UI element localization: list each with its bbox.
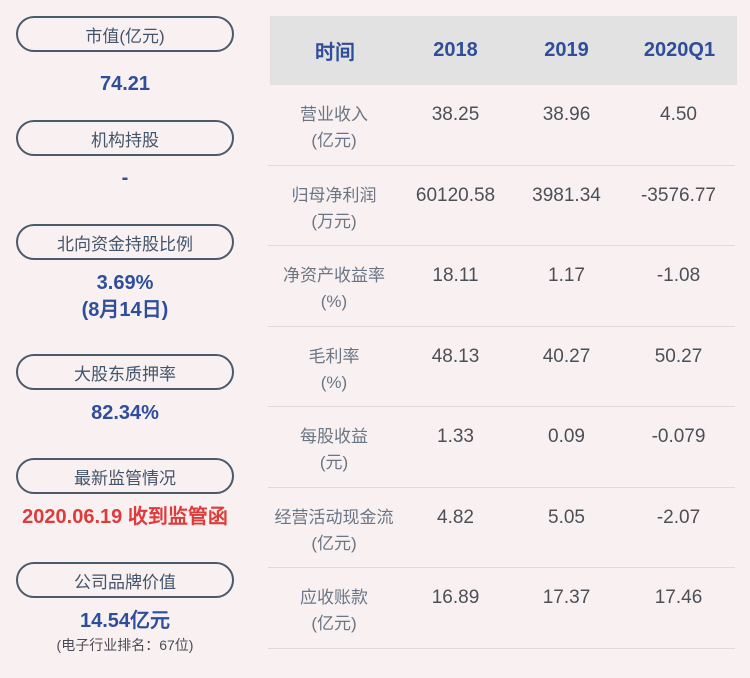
stat-pill-label-northbound-holding-ratio: 北向资金持股比例	[57, 234, 193, 254]
cell-net-profit-2018: 60120.58	[415, 184, 496, 206]
stat-pill-institutional-holding: 机构持股	[16, 120, 234, 156]
stat-pill-market-cap: 市值(亿元)	[16, 16, 234, 52]
stat-pill-label-major-shareholder-pledge-ratio: 大股东质押率	[74, 364, 176, 384]
cell-revenue-2020Q1: 4.50	[660, 104, 697, 125]
cell-gross-margin-2019: 40.27	[542, 345, 591, 367]
row-metric-unit: (亿元)	[311, 614, 357, 633]
row-metric-name: 每股收益	[300, 427, 368, 446]
cell-gross-margin-2018: 48.13	[431, 345, 480, 367]
stat-value-text-market-cap: 74.21	[99, 73, 151, 95]
stat-pill-major-shareholder-pledge-ratio: 大股东质押率	[16, 354, 234, 390]
row-metric-unit: (亿元)	[311, 533, 357, 553]
cell-eps-2020Q1: -0.079	[651, 426, 706, 447]
table-row-revenue: 营业收入 (亿元) 38.25 38.96 4.50	[268, 85, 735, 166]
cell-net-profit-2020Q1: -3576.77	[640, 184, 716, 206]
row-metric-name: 毛利率	[308, 346, 360, 366]
stat-pill-label-brand-value: 公司品牌价值	[74, 572, 176, 592]
row-label-net-profit: 归母净利润 (万元)	[268, 166, 400, 246]
cell-revenue-2018: 38.25	[431, 104, 480, 125]
table-row-accounts-receivable: 应收账款 (亿元) 16.89 17.37 17.46	[268, 568, 735, 649]
row-metric-unit: (%)	[320, 292, 348, 311]
row-label-operating-cash-flow: 经营活动现金流 (亿元)	[268, 488, 400, 568]
stat-value-major-shareholder-pledge-ratio: 82.34%	[4, 400, 246, 427]
row-label-eps: 每股收益 (元)	[268, 407, 400, 487]
row-metric-name: 营业收入	[300, 105, 368, 124]
cell-operating-cash-flow-2020Q1: -2.07	[656, 506, 701, 528]
stat-pill-label-market-cap: 市值(亿元)	[85, 26, 165, 46]
cell-net-profit-2019: 3981.34	[532, 184, 601, 206]
cell-accounts-receivable-2020Q1: 17.46	[654, 587, 703, 608]
row-metric-name: 应收账款	[300, 588, 368, 607]
cell-eps-2019: 0.09	[548, 426, 585, 447]
stat-pill-label-institutional-holding: 机构持股	[91, 130, 159, 150]
stat-value-latest-regulatory-status: 2020.06.19 收到监管函	[4, 504, 246, 531]
table-row-gross-margin: 毛利率 (%) 48.13 40.27 50.27	[268, 327, 735, 407]
table-row-roe: 净资产收益率 (%) 18.11 1.17 -1.08	[268, 246, 735, 327]
row-metric-unit: (亿元)	[311, 131, 357, 150]
stat-value-text-latest-regulatory-status: 2020.06.19 收到监管函	[22, 506, 228, 528]
row-metric-unit: (%)	[320, 372, 348, 392]
cell-roe-2020Q1: -1.08	[656, 265, 701, 286]
cell-accounts-receivable-2018: 16.89	[431, 587, 480, 608]
row-label-gross-margin: 毛利率 (%)	[268, 327, 400, 407]
table-header-cell-0: 时间	[315, 42, 355, 64]
row-metric-name: 净资产收益率	[283, 266, 385, 285]
stat-subtext-northbound-holding-ratio: (8月14日)	[81, 299, 169, 321]
cell-gross-margin-2020Q1: 50.27	[654, 345, 703, 367]
stat-value-text-institutional-holding: -	[121, 167, 129, 189]
row-label-roe: 净资产收益率 (%)	[268, 246, 400, 326]
cell-eps-2018: 1.33	[437, 426, 474, 447]
row-label-revenue: 营业收入 (亿元)	[268, 85, 400, 165]
table-header-cell-2: 2019	[544, 39, 589, 61]
stat-value-text-brand-value: 14.54亿元	[79, 610, 171, 632]
table-row-eps: 每股收益 (元) 1.33 0.09 -0.079	[268, 407, 735, 488]
stat-subtext-brand-value: (电子行业排名：67位)	[56, 637, 194, 653]
stat-value-brand-value: 14.54亿元 (电子行业排名：67位)	[4, 608, 246, 656]
stat-pill-label-latest-regulatory-status: 最新监管情况	[74, 468, 176, 488]
stat-pill-latest-regulatory-status: 最新监管情况	[16, 458, 234, 494]
stat-value-institutional-holding: -	[4, 165, 246, 192]
table-row-net-profit: 归母净利润 (万元) 60120.58 3981.34 -3576.77	[268, 166, 735, 246]
table-header-row: 时间 2018 2019 2020Q1	[270, 16, 737, 85]
stat-value-market-cap: 74.21	[4, 71, 246, 98]
stat-value-text-northbound-holding-ratio: 3.69%	[96, 272, 154, 294]
financial-summary-table: 营业收入 (亿元) 38.25 38.96 4.50 归母净利润 (万元) 60120.58 3…	[268, 85, 735, 649]
table-row-operating-cash-flow: 经营活动现金流 (亿元) 4.82 5.05 -2.07	[268, 488, 735, 568]
row-metric-name: 经营活动现金流	[274, 507, 394, 527]
cell-operating-cash-flow-2018: 4.82	[437, 506, 474, 528]
cell-accounts-receivable-2019: 17.37	[542, 587, 591, 608]
row-label-accounts-receivable: 应收账款 (亿元)	[268, 568, 400, 648]
table-header-cell-3: 2020Q1	[643, 39, 716, 61]
stat-value-northbound-holding-ratio: 3.69% (8月14日)	[4, 270, 246, 324]
cell-operating-cash-flow-2019: 5.05	[548, 506, 585, 528]
row-metric-unit: (元)	[319, 453, 349, 472]
stat-pill-northbound-holding-ratio: 北向资金持股比例	[16, 224, 234, 260]
table-header-cell-1: 2018	[433, 39, 478, 61]
row-metric-unit: (万元)	[311, 211, 357, 231]
cell-roe-2019: 1.17	[548, 265, 585, 286]
stat-pill-brand-value: 公司品牌价值	[16, 562, 234, 598]
row-metric-name: 归母净利润	[291, 185, 377, 205]
cell-roe-2018: 18.11	[432, 265, 479, 286]
cell-revenue-2019: 38.96	[542, 104, 591, 125]
stat-value-text-major-shareholder-pledge-ratio: 82.34%	[91, 402, 159, 424]
